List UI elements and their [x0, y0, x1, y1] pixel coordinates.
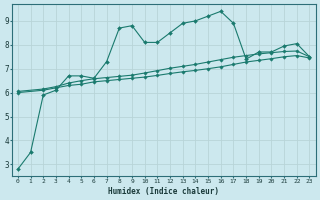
- X-axis label: Humidex (Indice chaleur): Humidex (Indice chaleur): [108, 187, 219, 196]
